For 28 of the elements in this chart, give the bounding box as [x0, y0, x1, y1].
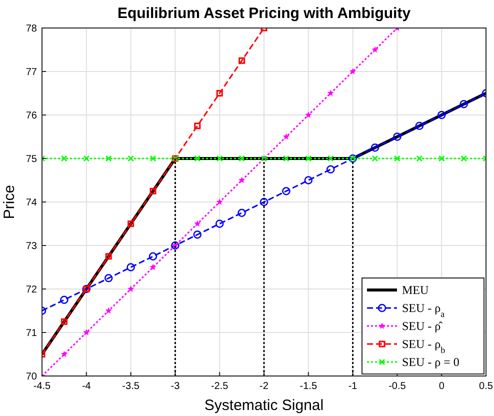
y-tick-label: 75 [26, 154, 38, 165]
legend-label: SEU - ρ = 0 [402, 355, 460, 369]
y-axis-title: Price [1, 184, 18, 220]
x-tick-label: -4.5 [33, 381, 52, 392]
legend-label: SEU - ρ$_{a}$ [402, 301, 445, 319]
x-tick-label: -1 [348, 381, 358, 392]
x-tick-label: 0.5 [479, 381, 494, 392]
y-tick-label: 77 [26, 67, 38, 78]
x-axis-title: Systematic Signal [204, 397, 324, 414]
x-tick-label: -2.5 [210, 381, 229, 392]
x-tick-label: -2 [260, 381, 269, 392]
y-tick-label: 74 [26, 198, 38, 208]
x-tick-label: -0.5 [388, 381, 406, 392]
legend-label: SEU - ρ̂ [402, 319, 443, 333]
x-tick-label: -1.5 [300, 381, 318, 392]
x-tick-label: 0 [438, 381, 445, 392]
y-tick-label: 70 [26, 372, 38, 382]
legend-label: SEU - ρ$_{b}$ [402, 337, 446, 355]
y-tick-label: 73 [26, 241, 38, 252]
x-tick-label: -4 [82, 381, 92, 392]
x-tick-label: -3.5 [122, 381, 140, 392]
chart-title: Equilibrium Asset Pricing with Ambiguity [117, 5, 412, 22]
x-tick-label: -3 [170, 381, 180, 392]
y-tick-label: 71 [26, 328, 38, 339]
y-tick-label: 76 [26, 110, 38, 122]
y-tick-label: 72 [26, 284, 38, 296]
y-tick-label: 78 [26, 24, 38, 34]
legend-label: MEU [402, 283, 429, 297]
